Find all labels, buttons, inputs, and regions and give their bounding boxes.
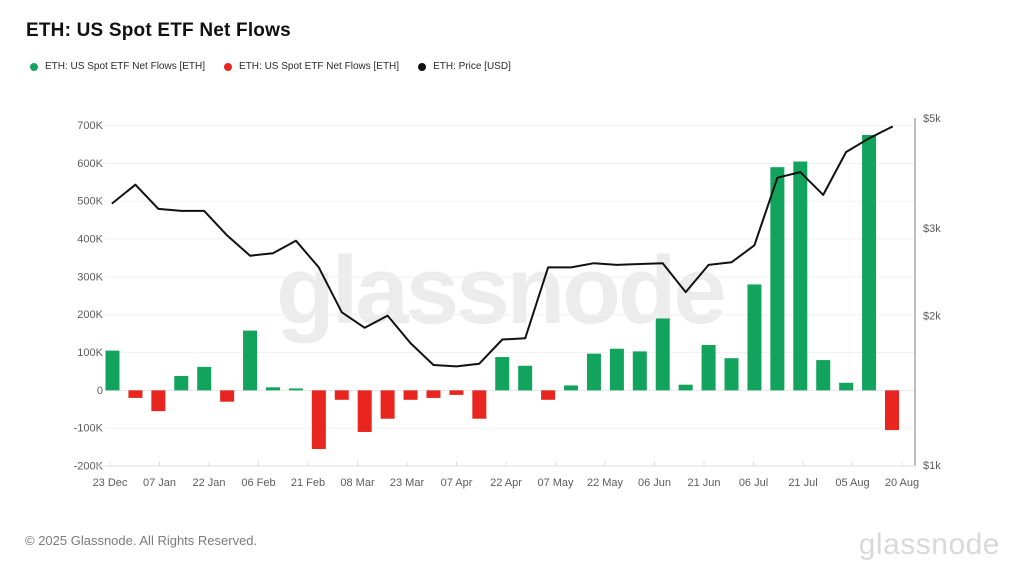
flow-bar-30-dec[interactable]	[128, 390, 143, 398]
flow-bar-03-feb[interactable]	[243, 330, 258, 391]
flow-bar-17-mar[interactable]	[380, 390, 395, 419]
left-axis-labels: 700K 600K 500K 400K 300K 200K 100K 0 -100K -200K	[74, 120, 104, 472]
flow-bar-28-jul[interactable]	[816, 360, 831, 391]
flow-bar-31-mar[interactable]	[426, 390, 441, 398]
legend-item-2[interactable]: ETH: Price [USD]	[418, 61, 511, 72]
legend-marker-icon	[224, 62, 233, 71]
legend-marker-icon	[418, 62, 427, 71]
flow-bar-07-jul[interactable]	[747, 284, 762, 391]
flow-bar-23-dec[interactable]	[105, 350, 120, 391]
svg-text:23 Dec: 23 Dec	[93, 477, 128, 489]
svg-text:600K: 600K	[77, 158, 103, 170]
svg-text:$3k: $3k	[923, 223, 941, 235]
flow-bar-18-aug[interactable]	[885, 390, 899, 431]
svg-text:-100K: -100K	[74, 423, 104, 435]
chart-legend: ETH: US Spot ETF Net Flows [ETH] ETH: US …	[30, 61, 511, 72]
flow-bar-10-feb[interactable]	[265, 387, 280, 391]
flow-bar-14-jul[interactable]	[770, 167, 785, 391]
svg-text:23 Mar: 23 Mar	[390, 477, 425, 489]
svg-text:21 Feb: 21 Feb	[291, 477, 325, 489]
x-axis: 23 Dec 07 Jan 22 Jan 06 Feb 21 Feb 08 Mar 23 M…	[93, 461, 919, 489]
flow-bar-12-may[interactable]	[564, 385, 579, 391]
flow-bar-07-apr[interactable]	[449, 390, 464, 395]
legend-marker-icon	[30, 62, 38, 71]
glassnode-logo: glassnode	[858, 528, 1000, 561]
svg-text:21 Jun: 21 Jun	[687, 477, 720, 489]
flow-bar-11-aug[interactable]	[862, 135, 877, 391]
svg-text:22 Jan: 22 Jan	[192, 477, 225, 489]
flow-bar-19-may[interactable]	[586, 353, 601, 391]
legend-item-label: ETH: US Spot ETF Net Flows [ETH]	[239, 61, 400, 72]
svg-text:06 Jul: 06 Jul	[739, 477, 768, 489]
svg-text:300K: 300K	[77, 271, 103, 283]
svg-text:$5k: $5k	[923, 113, 941, 125]
flow-bar-10-mar[interactable]	[357, 390, 372, 432]
flow-bar-14-apr[interactable]	[472, 390, 487, 419]
flow-bar-02-jun[interactable]	[632, 351, 647, 391]
svg-text:100K: 100K	[77, 347, 103, 359]
svg-text:07 Jan: 07 Jan	[143, 477, 176, 489]
svg-text:$2k: $2k	[923, 311, 941, 323]
legend-item-0[interactable]: ETH: US Spot ETF Net Flows [ETH]	[30, 61, 205, 72]
flow-bar-23-jun[interactable]	[701, 344, 716, 391]
chart-title: ETH: US Spot ETF Net Flows	[26, 20, 291, 41]
flow-bar-16-jun[interactable]	[678, 384, 693, 391]
svg-text:0: 0	[97, 385, 103, 397]
svg-text:glassnode: glassnode	[276, 237, 724, 344]
svg-text:22 Apr: 22 Apr	[490, 477, 522, 489]
svg-text:05 Aug: 05 Aug	[835, 477, 869, 489]
right-axis: $5k $3k $2k $1k	[914, 113, 941, 472]
price-line[interactable]	[111, 125, 893, 368]
flow-bar-27-jan[interactable]	[220, 390, 235, 402]
svg-text:08 Mar: 08 Mar	[340, 477, 375, 489]
svg-text:22 May: 22 May	[587, 477, 624, 489]
flow-bar-24-mar[interactable]	[403, 390, 418, 400]
svg-text:07 Apr: 07 Apr	[441, 477, 473, 489]
svg-text:06 Jun: 06 Jun	[638, 477, 671, 489]
flow-bar-06-jan[interactable]	[151, 390, 166, 412]
flow-bar-21-apr[interactable]	[495, 357, 510, 391]
legend-item-label: ETH: Price [USD]	[433, 61, 511, 72]
footer-copyright: © 2025 Glassnode. All Rights Reserved.	[25, 533, 258, 548]
net-flow-bars[interactable]	[105, 135, 900, 449]
flow-bar-28-apr[interactable]	[518, 365, 533, 391]
svg-text:500K: 500K	[77, 196, 103, 208]
flow-bar-09-jun[interactable]	[655, 318, 670, 391]
flow-bar-17-feb[interactable]	[288, 388, 303, 391]
flow-bar-24-feb[interactable]	[311, 390, 326, 449]
svg-text:07 May: 07 May	[537, 477, 574, 489]
flow-bar-26-may[interactable]	[609, 348, 624, 391]
flow-bar-20-jan[interactable]	[197, 366, 212, 391]
svg-text:20 Aug: 20 Aug	[885, 477, 919, 489]
legend-item-1[interactable]: ETH: US Spot ETF Net Flows [ETH]	[224, 61, 399, 72]
flow-bar-05-may[interactable]	[541, 390, 556, 400]
glassnode-watermark: glassnode	[276, 237, 727, 344]
svg-text:400K: 400K	[77, 234, 103, 246]
flow-bar-03-mar[interactable]	[334, 390, 349, 400]
svg-text:06 Feb: 06 Feb	[241, 477, 275, 489]
flow-bar-21-jul[interactable]	[793, 161, 808, 391]
flow-bar-04-aug[interactable]	[839, 382, 854, 391]
legend-item-label: ETH: US Spot ETF Net Flows [ETH]	[45, 61, 206, 72]
flow-bar-13-jan[interactable]	[174, 375, 189, 391]
svg-text:-200K: -200K	[74, 461, 104, 473]
svg-text:21 Jul: 21 Jul	[788, 477, 817, 489]
flow-bar-30-jun[interactable]	[724, 358, 739, 391]
svg-text:700K: 700K	[77, 120, 103, 132]
svg-text:$1k: $1k	[923, 460, 941, 472]
svg-text:200K: 200K	[77, 309, 103, 321]
